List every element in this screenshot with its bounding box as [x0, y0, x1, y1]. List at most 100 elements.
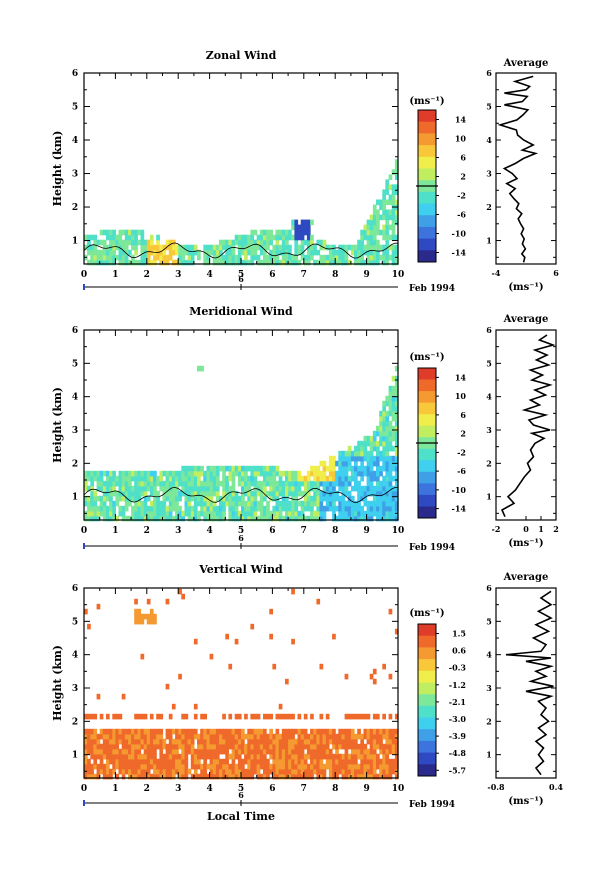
heatmap-cell — [162, 738, 167, 745]
heatmap-cell — [285, 510, 289, 517]
heatmap-cell — [159, 244, 164, 251]
heatmap-cell — [215, 259, 220, 266]
heatmap-cell — [300, 763, 305, 770]
heatmap-cell — [332, 505, 336, 512]
heatmap-cell — [278, 500, 283, 507]
colorbar-tick-label: -2 — [457, 191, 466, 201]
colorbar-swatch — [418, 460, 436, 473]
heatmap-cell — [153, 475, 157, 482]
heatmap-cell — [316, 495, 321, 502]
date-axis-label: Feb 1994 — [409, 800, 455, 810]
heatmap-cell — [90, 510, 94, 517]
heatmap-cell — [197, 495, 201, 502]
heatmap-cell — [294, 738, 299, 745]
heatmap-cell — [106, 768, 110, 775]
profile-title: Average — [503, 314, 549, 325]
heatmap-cell — [90, 480, 94, 487]
heatmap-cell — [385, 259, 390, 266]
heatmap-cell — [354, 763, 358, 770]
heatmap-cell — [190, 728, 195, 735]
heatmap-cell — [322, 738, 327, 745]
heatmap-cell — [109, 239, 113, 246]
y-tick-label: 4 — [72, 393, 78, 403]
heatmap-cell — [291, 738, 295, 745]
colorbar-tick-label: -6 — [457, 466, 466, 476]
heatmap-cell — [124, 490, 129, 497]
heatmap-cell — [168, 748, 173, 755]
heatmap-cell — [388, 495, 393, 502]
heatmap-cell — [275, 510, 280, 517]
heatmap-cell — [184, 738, 189, 745]
heatmap-cell — [332, 485, 336, 492]
colorbar-tick-label: -0.3 — [449, 663, 467, 673]
heatmap-cell — [394, 758, 399, 765]
heatmap-cell — [350, 500, 355, 507]
heatmap-cell — [275, 239, 280, 246]
heatmap-cell — [228, 713, 233, 720]
heatmap-cell — [394, 728, 399, 735]
heatmap-cell — [322, 470, 327, 477]
heatmap-cell — [159, 773, 164, 780]
heatmap-cell — [237, 510, 242, 517]
heatmap-cell — [379, 500, 383, 507]
heatmap-cell — [175, 480, 179, 487]
heatmap-cell — [121, 693, 126, 700]
heatmap-cell — [137, 773, 142, 780]
heatmap-cell — [187, 254, 192, 261]
heatmap-cell — [347, 505, 352, 512]
heatmap-cell — [332, 738, 336, 745]
heatmap-cell — [376, 485, 380, 492]
heatmap-cell — [338, 254, 342, 261]
heatmap-cell — [382, 194, 386, 201]
heatmap-cell — [90, 500, 94, 507]
heatmap-cell — [250, 758, 255, 765]
heatmap-cell — [146, 249, 151, 256]
heatmap-cell — [372, 204, 377, 211]
heatmap-cell — [162, 515, 167, 522]
heatmap-cell — [259, 733, 264, 740]
heatmap-cell — [206, 763, 211, 770]
heatmap-cell — [300, 490, 305, 497]
heatmap-cell — [178, 510, 182, 517]
heatmap-cell — [376, 470, 380, 477]
heatmap-cell — [297, 733, 302, 740]
heatmap-cell — [338, 768, 342, 775]
heatmap-cell — [382, 254, 386, 261]
heatmap-cell — [165, 598, 170, 605]
heatmap-cell — [285, 753, 289, 760]
heatmap-cell — [231, 259, 236, 266]
colorbar-tick-label: 6 — [460, 153, 466, 163]
heatmap-cell — [376, 738, 380, 745]
heatmap-cell — [244, 510, 248, 517]
heatmap-cell — [385, 510, 390, 517]
heatmap-cell — [159, 500, 164, 507]
heatmap-cell — [121, 475, 126, 482]
colorbar-swatch — [418, 145, 436, 158]
heatmap-cell — [275, 763, 280, 770]
heatmap-cell — [382, 445, 386, 452]
heatmap-cell — [134, 480, 138, 487]
heatmap-cell — [388, 234, 393, 241]
heatmap-cell — [388, 738, 393, 745]
heatmap-cell — [109, 495, 113, 502]
heatmap-cell — [332, 475, 336, 482]
heatmap-cell — [341, 505, 346, 512]
heatmap-cell — [206, 254, 211, 261]
heatmap-cell — [222, 728, 226, 735]
heatmap-cell — [394, 515, 399, 522]
heatmap-cell — [335, 758, 339, 765]
heatmap-cell — [171, 763, 176, 770]
heatmap-cell — [379, 505, 383, 512]
heatmap-cell — [344, 460, 349, 467]
heatmap-cell — [131, 229, 135, 236]
heatmap-cell — [369, 510, 374, 517]
heatmap-cell — [128, 490, 132, 497]
heatmap-cell — [225, 475, 229, 482]
heatmap-cell — [303, 758, 308, 765]
heatmap-cell — [197, 254, 201, 261]
heatmap-cell — [388, 209, 393, 216]
heatmap-cell — [341, 773, 346, 780]
heatmap-cell — [256, 490, 261, 497]
heatmap-cell — [87, 773, 91, 780]
heatmap-cell — [285, 773, 289, 780]
